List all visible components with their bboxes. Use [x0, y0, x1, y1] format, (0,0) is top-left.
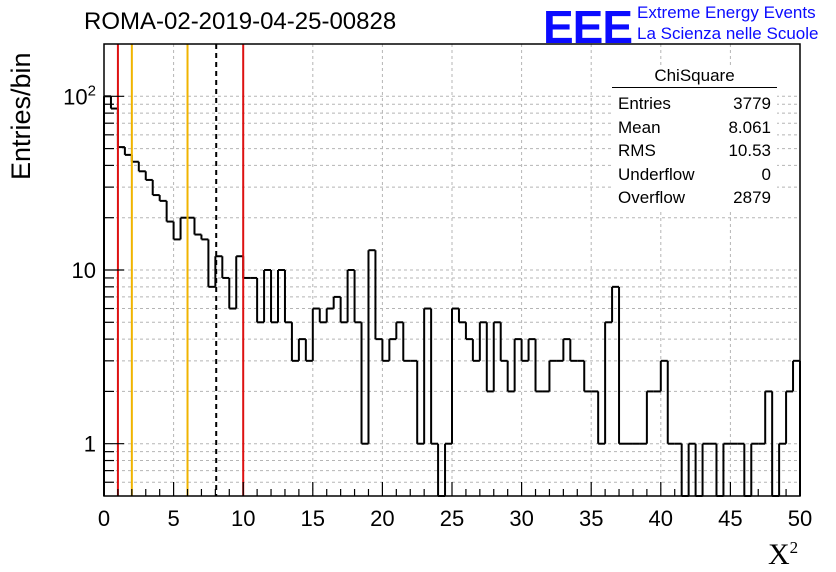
x-tick-label: 10 [231, 506, 255, 531]
logo-line1: Extreme Energy Events [637, 3, 816, 22]
tick-labels: 0 5 10 15 20 25 30 35 40 45 50 1 10 102 [63, 82, 812, 531]
stats-title: ChiSquare [612, 66, 777, 88]
logo-line2: La Scienza nelle Scuole [637, 24, 819, 43]
x-tick-label: 5 [167, 506, 179, 531]
x-tick-label: 50 [788, 506, 812, 531]
y-tick-label: 10 [72, 258, 96, 283]
x-tick-label: 25 [440, 506, 464, 531]
stats-row: Overflow 2879 [618, 188, 771, 207]
stats-box: ChiSquare Entries 3779 Mean 8.061 RMS 10.53… [612, 66, 777, 212]
x-tick-label: 45 [718, 506, 742, 531]
y-tick-label: 102 [63, 82, 96, 109]
x-tick-label: 15 [301, 506, 325, 531]
x-tick-label: 40 [649, 506, 673, 531]
axis-ticks [103, 95, 801, 496]
stats-row: RMS 10.53 [618, 141, 771, 160]
x-tick-label: 30 [509, 506, 533, 531]
y-axis-label: Entries/bin [6, 52, 36, 180]
stats-row: Underflow 0 [618, 164, 771, 184]
stats-row: Mean 8.061 [618, 117, 771, 137]
x-tick-label: 20 [370, 506, 394, 531]
eee-logo-mark: EEE [543, 1, 633, 53]
marker-lines [116, 44, 245, 496]
chart-title: ROMA-02-2019-04-25-00828 [84, 8, 397, 35]
x-tick-label: 35 [579, 506, 603, 531]
x-axis-label: X2 [768, 538, 799, 571]
stats-row: Entries 3779 [618, 94, 771, 113]
x-tick-label: 0 [98, 506, 110, 531]
y-tick-label: 1 [84, 432, 96, 457]
